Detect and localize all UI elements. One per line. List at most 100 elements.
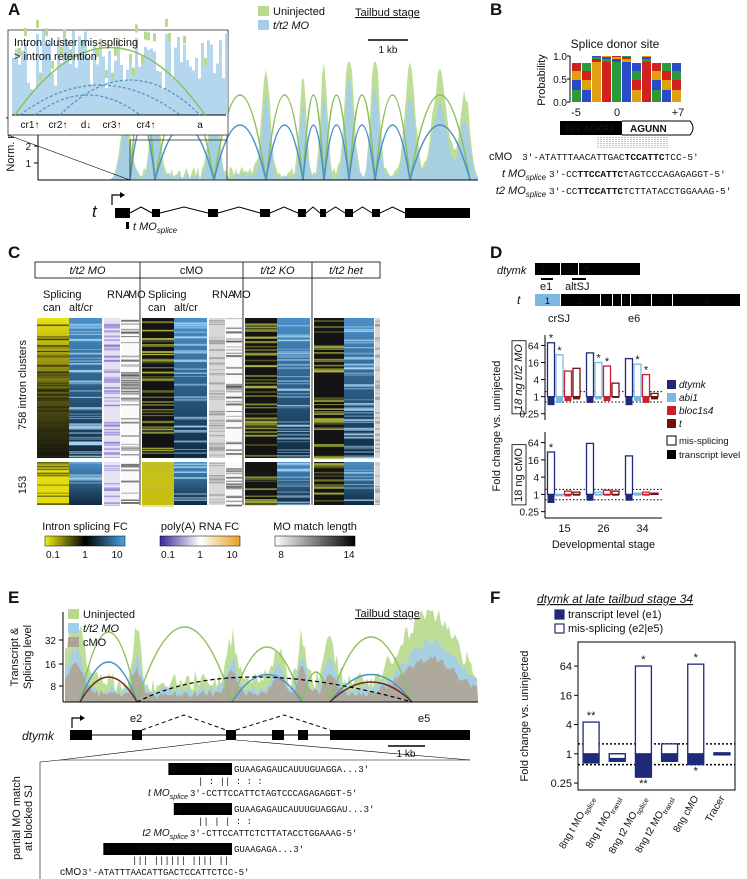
heatmap-stripe [375, 422, 380, 424]
inset-coverage [99, 44, 102, 116]
heatmap-stripe [226, 356, 242, 358]
colorbar-tick: 0.1 [161, 550, 175, 561]
exon-label: 1 [540, 265, 546, 276]
legend-swatch [554, 609, 565, 620]
sequence: 3'-CCTTCCATTCTAGTCCCAGAGAGGT-5' [549, 169, 726, 180]
bar-mis-splicing [585, 352, 595, 398]
heatmap-stripe [209, 454, 225, 457]
heatmap-stripe [375, 337, 380, 340]
heatmap-stripe [277, 382, 310, 385]
logo-letter [572, 71, 581, 80]
y-tick-label: 0.25 [520, 410, 540, 421]
heatmap-stripe [314, 411, 344, 414]
heatmap-stripe [142, 472, 174, 474]
x-tick-label: 34 [636, 523, 648, 535]
heatmap-stripe [37, 347, 69, 349]
heatmap-stripe [142, 346, 174, 348]
heatmap-stripe [69, 474, 102, 477]
heatmap-stripe [277, 454, 310, 457]
heatmap-stripe [375, 367, 380, 369]
bar-transcript [642, 494, 650, 496]
inset-coverage [204, 57, 207, 66]
logo-letter [602, 62, 611, 102]
inset-coverage [69, 49, 72, 58]
heatmap-stripe [209, 424, 225, 427]
intron [305, 206, 321, 214]
heatmap-stripe [37, 355, 69, 358]
inset-coverage [120, 64, 123, 115]
heatmap-stripe [174, 383, 207, 386]
heatmap-stripe [226, 449, 242, 451]
heatmap-stripe [104, 392, 120, 394]
splice-arc [14, 46, 206, 116]
inset-coverage [111, 79, 114, 115]
heatmap-stripe [277, 462, 310, 465]
heatmap-stripe [37, 484, 69, 486]
heatmap-stripe [121, 480, 139, 483]
inset-coverage [123, 80, 126, 115]
heatmap-stripe [314, 348, 344, 350]
legend-swatch [68, 609, 79, 619]
heatmap-stripe [104, 431, 120, 433]
axis-label: Splicing level [22, 625, 34, 689]
heatmap-stripe [375, 379, 380, 382]
heatmap-stripe [174, 350, 207, 352]
heatmap-stripe [104, 434, 120, 436]
heatmap-stripe [314, 420, 344, 422]
exon [372, 209, 380, 217]
colorbar-tick: 0.1 [46, 550, 60, 561]
heatmap-stripe [121, 381, 139, 384]
heatmap-stripe [121, 492, 139, 494]
heatmap-stripe [174, 351, 207, 353]
heatmap-stripe [277, 463, 310, 466]
y-tick-label: 16 [528, 456, 540, 467]
heatmap-stripe [209, 419, 225, 421]
heatmap-stripe [209, 482, 225, 484]
y-tick-label: 8 [50, 682, 56, 693]
bar-transcript [634, 494, 641, 496]
colorbar-tick: 8 [278, 550, 284, 561]
heatmap-stripe [245, 328, 277, 331]
inset-coverage [177, 36, 180, 115]
splice-arc [213, 124, 267, 181]
row-label: 153 [17, 476, 29, 494]
heatmap-stripe [277, 496, 310, 497]
heatmap-stripe [375, 381, 380, 384]
heatmap-stripe [69, 324, 102, 326]
heatmap-stripe [209, 340, 225, 342]
heatmap-stripe [226, 338, 242, 340]
heatmap-stripe [314, 500, 344, 502]
stage: Tailbud stage [355, 608, 420, 620]
heatmap-stripe [375, 475, 380, 477]
heatmap-stripe [277, 355, 310, 357]
sub-header: Splicing [43, 289, 82, 301]
heatmap-stripe [174, 417, 207, 419]
heatmap-stripe [344, 330, 374, 333]
heatmap-stripe [226, 400, 242, 403]
inset-coverage [36, 34, 39, 115]
heatmap-stripe [209, 448, 225, 450]
heatmap-stripe [375, 392, 380, 395]
mo-label: t MOsplice [148, 788, 188, 801]
chart-title: dtymk at late tailbud stage 34 [537, 592, 693, 606]
inset-coverage [33, 89, 36, 115]
heatmap-stripe [314, 369, 344, 371]
heatmap-stripe [174, 326, 207, 328]
heatmap-stripe [209, 362, 225, 365]
heatmap-stripe [375, 428, 380, 430]
heatmap-stripe [226, 500, 242, 502]
inset-coverage [24, 43, 27, 115]
logo-letter [622, 57, 631, 59]
inset-coverage [75, 67, 78, 115]
heatmap-stripe [277, 367, 310, 369]
sub-header: can [43, 302, 61, 314]
heatmap-stripe [142, 421, 174, 424]
heatmap-stripe [104, 429, 120, 431]
heatmap-column [314, 462, 344, 505]
heatmap-stripe [69, 381, 102, 383]
heatmap-stripe [209, 477, 225, 480]
heatmap-stripe [375, 320, 380, 323]
heatmap-stripe [69, 362, 102, 365]
heatmap-stripe [245, 336, 277, 339]
logo-letter [622, 62, 631, 102]
